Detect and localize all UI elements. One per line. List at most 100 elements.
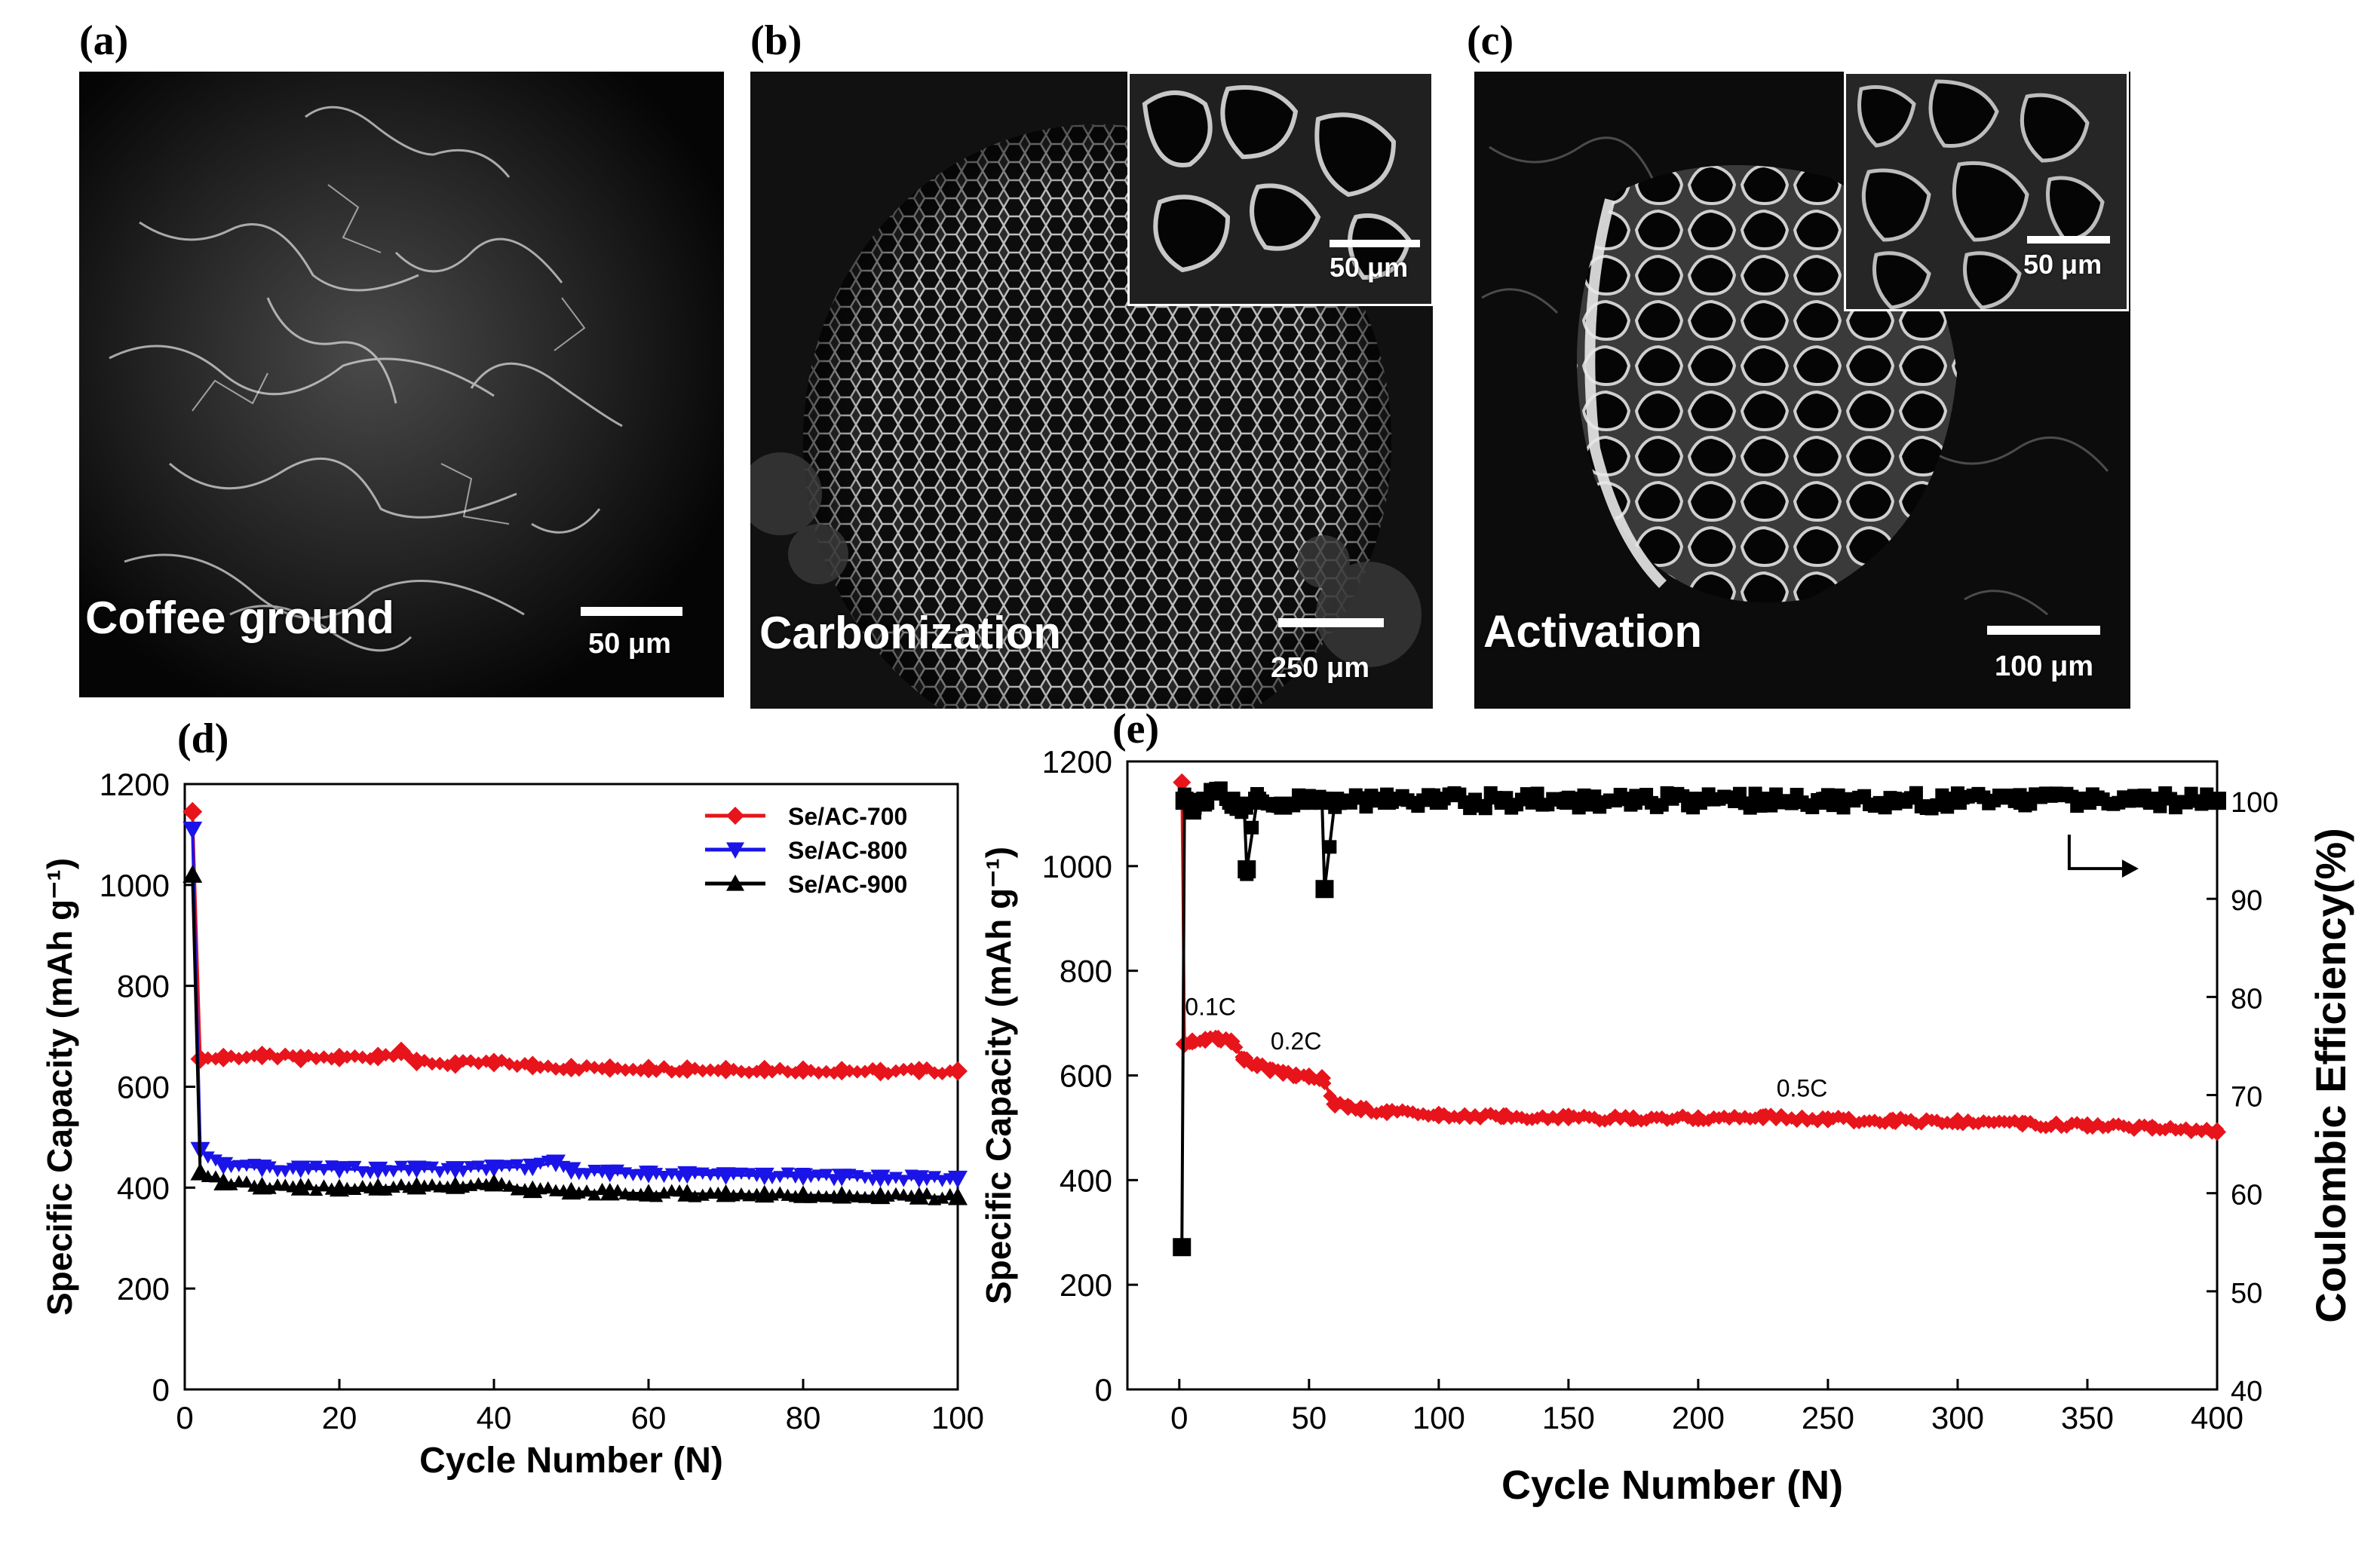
data-point — [213, 1047, 234, 1068]
data-point — [639, 1058, 658, 1079]
x-tick-label: 20 — [322, 1400, 357, 1435]
inset-texture-c — [1846, 74, 2127, 309]
data-point — [677, 1059, 698, 1080]
inset-scale-bar-c — [2027, 236, 2110, 244]
y-axis-label: Specific Capacity (mAh g⁻¹) — [40, 858, 79, 1316]
data-point — [2013, 792, 2032, 810]
data-point-dense — [1530, 786, 1544, 801]
x-tick-label: 80 — [786, 1400, 821, 1435]
data-point — [1287, 1066, 1305, 1085]
data-point-dense — [1935, 788, 1949, 802]
data-point — [1274, 796, 1293, 815]
scale-bar-b — [1278, 618, 1384, 627]
rate-annotation: 0.1C — [1185, 994, 1236, 1021]
data-point-dense — [309, 1183, 324, 1196]
legend-label: Se/AC-800 — [788, 837, 907, 864]
data-point — [1494, 792, 1513, 810]
data-point — [330, 1161, 349, 1179]
data-point — [1818, 792, 1837, 810]
legend-marker — [726, 807, 744, 825]
data-point-dense — [309, 1160, 324, 1173]
data-point — [2078, 1117, 2096, 1135]
data-point — [1315, 880, 1334, 899]
data-point — [1753, 792, 1772, 810]
data-point — [1248, 792, 1267, 810]
data-point — [600, 1183, 620, 1201]
data-point — [484, 1052, 504, 1073]
legend-marker — [726, 842, 744, 859]
data-point — [1326, 792, 1345, 810]
y-tick-label: 200 — [117, 1271, 170, 1307]
data-point — [1248, 1055, 1267, 1074]
data-point — [948, 1187, 968, 1205]
data-point-dense — [781, 1167, 795, 1180]
chart-e: 0 50 100 150 200 250 300 350 400 0 200 400 600 800 100… — [979, 744, 2354, 1508]
y-tick-label: 1200 — [100, 767, 170, 802]
data-point — [252, 1176, 272, 1195]
legend-marker — [726, 875, 744, 891]
x-tick-label: 250 — [1802, 1400, 1854, 1435]
data-point — [182, 865, 203, 883]
data-point-dense — [1743, 801, 1757, 815]
x-tick-label: 100 — [931, 1400, 984, 1435]
legend-label: Se/AC-900 — [788, 871, 907, 898]
data-point — [870, 1169, 891, 1187]
data-point — [2142, 792, 2161, 810]
data-point — [677, 1184, 698, 1202]
data-point — [368, 1046, 388, 1067]
data-point — [406, 1052, 427, 1072]
panel-label-c: (c) — [1467, 17, 1514, 64]
data-point — [445, 1176, 465, 1194]
scale-label-a: 50 μm — [588, 628, 671, 660]
x-tick-label: 150 — [1542, 1400, 1595, 1435]
data-point — [484, 1173, 504, 1192]
data-point — [561, 1181, 581, 1200]
rate-annotation: 0.5C — [1777, 1074, 1828, 1101]
y2-tick-label: 40 — [2231, 1376, 2262, 1408]
data-point — [252, 1046, 272, 1066]
data-point — [2208, 792, 2226, 810]
data-point — [330, 1047, 349, 1068]
series-coulombic-efficiency — [1173, 781, 2226, 1257]
data-point — [793, 1168, 813, 1186]
y-tick-label: 1000 — [100, 868, 170, 903]
data-point — [1261, 1061, 1280, 1080]
y-tick-label: 1000 — [1042, 849, 1112, 884]
y-tick-label: 200 — [1060, 1267, 1112, 1303]
data-point — [1948, 792, 1967, 810]
data-point-dense — [1478, 801, 1492, 816]
data-point — [523, 1055, 543, 1076]
data-point — [754, 1184, 774, 1203]
data-point — [870, 1061, 891, 1082]
series-Se/AC-700 — [182, 801, 968, 1082]
data-point — [190, 1049, 210, 1069]
series-Se/AC-800 — [182, 821, 968, 1189]
data-point — [2013, 1114, 2032, 1133]
x-tick-label: 40 — [477, 1400, 512, 1435]
data-point — [445, 1054, 465, 1074]
data-point — [406, 1160, 427, 1178]
x-tick-label: 200 — [1672, 1400, 1725, 1435]
y-tick-label: 0 — [1095, 1372, 1112, 1408]
data-point — [523, 1158, 543, 1177]
data-point — [1238, 860, 1256, 879]
right-axis-arrow — [2067, 835, 2122, 871]
inset-scale-label-b: 50 μm — [1330, 252, 1409, 283]
data-point-dense — [510, 1159, 524, 1172]
data-point — [290, 1049, 311, 1069]
panel-label-b: (b) — [750, 17, 802, 64]
y-tick-label: 800 — [117, 969, 170, 1004]
y2-tick-label: 50 — [2231, 1278, 2262, 1310]
series-line — [1180, 782, 2218, 1134]
data-point — [1209, 1029, 1228, 1048]
y-tick-label: 400 — [1060, 1163, 1112, 1198]
x-tick-label: 0 — [1170, 1400, 1188, 1435]
y2-axis-label: Coulombic Efficiency(%) — [2307, 828, 2354, 1323]
data-point-dense — [1359, 800, 1373, 814]
data-point — [1559, 1108, 1578, 1127]
x-tick-label: 300 — [1931, 1400, 1984, 1435]
y-tick-label: 800 — [1060, 954, 1112, 989]
data-point — [2208, 1123, 2226, 1141]
data-point — [1429, 792, 1448, 810]
